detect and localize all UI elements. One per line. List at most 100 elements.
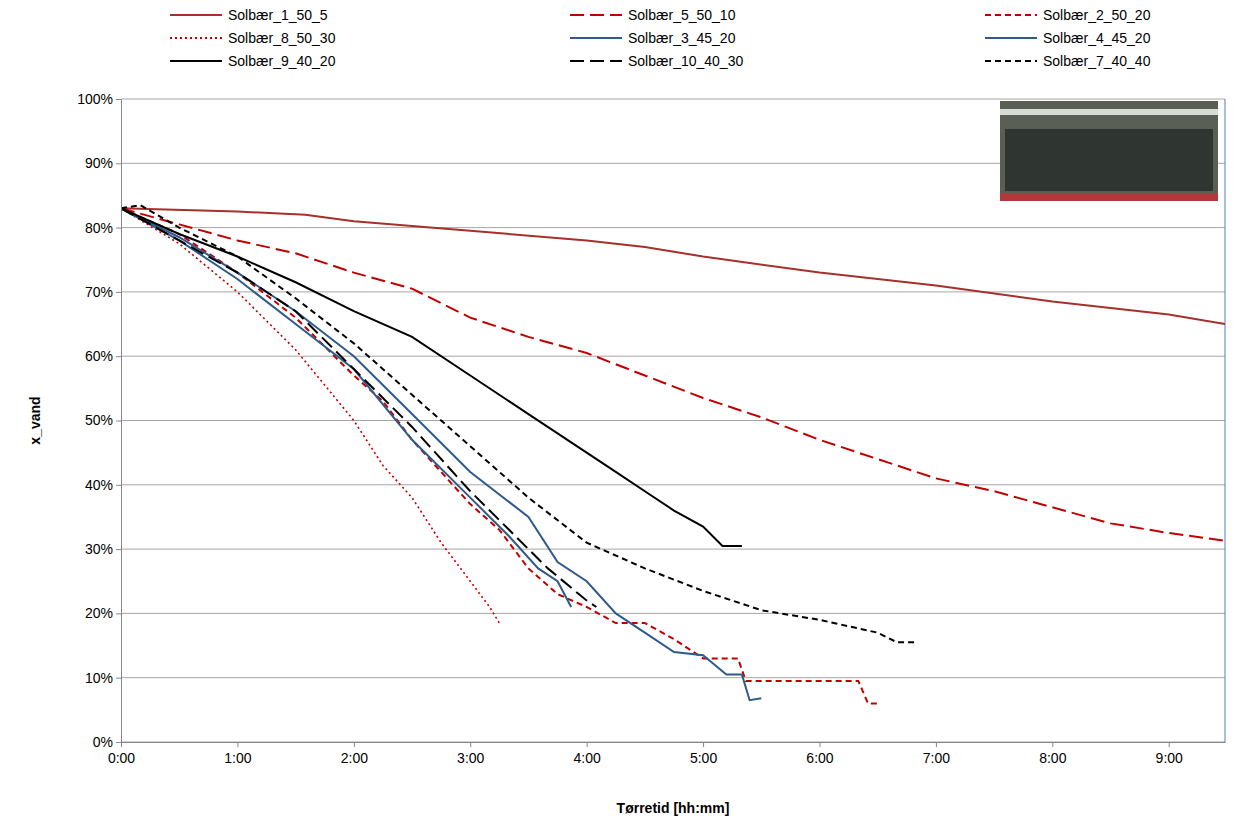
- photo-rail: [1000, 193, 1218, 201]
- tick-label: 6:00: [806, 750, 833, 766]
- tick-mark: [1052, 742, 1053, 747]
- grid-line: [121, 227, 1225, 228]
- grid-line: [121, 613, 1225, 614]
- legend-label: Solbær_4_45_20: [1043, 30, 1151, 46]
- x-tick: 5:00: [690, 742, 717, 766]
- legend: Solbær_1_50_5 Solbær_5_50_10 Solbær_2_50_2…: [170, 7, 1151, 69]
- tick-mark: [116, 742, 121, 743]
- legend-entry: Solbær_3_45_20: [570, 30, 736, 46]
- tick-mark: [116, 549, 121, 550]
- tick-mark: [116, 356, 121, 357]
- y-axis: 0% 10% 20% 30% 40% 50% 60% 70% 80% 90% 100%: [77, 91, 121, 750]
- x-tick: 6:00: [806, 742, 833, 766]
- series-group: [121, 205, 1225, 703]
- photo-inset: [1000, 101, 1218, 201]
- x-tick: 8:00: [1039, 742, 1066, 766]
- legend-swatch: [170, 60, 222, 62]
- legend-swatch: [570, 60, 622, 62]
- y-tick: 0%: [93, 734, 121, 750]
- y-tick: 80%: [85, 220, 121, 236]
- y-tick: 60%: [85, 348, 121, 364]
- chart: 0:00 1:00 2:00 3:00 4:00 5:00 6:00 7:00 8:00 9:00…: [0, 0, 1248, 823]
- y-tick: 100%: [77, 91, 121, 107]
- series-line: [121, 208, 596, 607]
- tick-label: 100%: [77, 91, 113, 107]
- legend-label: Solbær_7_40_40: [1043, 53, 1151, 69]
- legend-entry: Solbær_9_40_20: [170, 53, 336, 69]
- x-tick: 1:00: [224, 742, 251, 766]
- tick-label: 60%: [85, 348, 113, 364]
- legend-label: Solbær_10_40_30: [628, 53, 743, 69]
- tick-label: 10%: [85, 670, 113, 686]
- legend-label: Solbær_2_50_20: [1043, 7, 1151, 23]
- grid-line: [121, 356, 1225, 357]
- series-line: [121, 208, 571, 607]
- y-tick: 70%: [85, 284, 121, 300]
- series-line: [121, 205, 917, 642]
- tick-label: 90%: [85, 155, 113, 171]
- legend-entry: Solbær_5_50_10: [570, 7, 736, 23]
- grid: [121, 99, 1225, 742]
- legend-label: Solbær_1_50_5: [228, 7, 328, 23]
- x-axis-title: Tørretid [hh:mm]: [617, 800, 730, 816]
- tick-mark: [936, 742, 937, 747]
- photo-frame: [1000, 101, 1218, 201]
- tick-mark: [121, 742, 122, 747]
- grid-line: [121, 484, 1225, 485]
- tick-mark: [116, 163, 121, 164]
- tick-label: 9:00: [1156, 750, 1183, 766]
- legend-entry: Solbær_2_50_20: [985, 7, 1151, 23]
- photo-rail: [1000, 109, 1218, 115]
- y-tick: 40%: [85, 477, 121, 493]
- x-tick: 2:00: [341, 742, 368, 766]
- legend-swatch: [170, 14, 222, 16]
- tick-label: 7:00: [923, 750, 950, 766]
- tick-mark: [587, 742, 588, 747]
- tick-mark: [116, 421, 121, 422]
- tick-mark: [116, 678, 121, 679]
- tick-label: 4:00: [574, 750, 601, 766]
- series-line: [121, 208, 1225, 324]
- tick-label: 1:00: [224, 750, 251, 766]
- tick-mark: [116, 292, 121, 293]
- tick-label: 2:00: [341, 750, 368, 766]
- legend-label: Solbær_9_40_20: [228, 53, 336, 69]
- tick-mark: [116, 228, 121, 229]
- tick-label: 3:00: [457, 750, 484, 766]
- tick-label: 80%: [85, 220, 113, 236]
- y-tick: 20%: [85, 605, 121, 621]
- tick-label: 0:00: [108, 750, 135, 766]
- x-axis: 0:00 1:00 2:00 3:00 4:00 5:00 6:00 7:00 8:00 9:00: [108, 742, 1226, 766]
- series-line: [121, 208, 878, 703]
- legend-swatch: [985, 37, 1037, 39]
- tick-mark: [1169, 742, 1170, 747]
- x-tick: 9:00: [1156, 742, 1183, 766]
- tick-mark: [116, 99, 121, 100]
- grid-line: [121, 742, 1225, 743]
- tick-label: 0%: [93, 734, 113, 750]
- series-line: [121, 208, 1225, 540]
- tick-label: 5:00: [690, 750, 717, 766]
- series-line: [121, 208, 499, 623]
- y-tick: 30%: [85, 541, 121, 557]
- grid-line: [121, 420, 1225, 421]
- tick-label: 20%: [85, 605, 113, 621]
- tick-mark: [354, 742, 355, 747]
- legend-swatch: [985, 60, 1037, 62]
- legend-label: Solbær_8_50_30: [228, 30, 336, 46]
- tick-label: 40%: [85, 477, 113, 493]
- tick-mark: [116, 485, 121, 486]
- tick-mark: [237, 742, 238, 747]
- legend-swatch: [570, 14, 622, 16]
- grid-line: [121, 99, 1225, 100]
- tick-mark: [819, 742, 820, 747]
- series-line: [121, 208, 761, 700]
- tick-mark: [470, 742, 471, 747]
- y-tick: 90%: [85, 155, 121, 171]
- axis-line: [122, 742, 1226, 743]
- legend-entry: Solbær_1_50_5: [170, 7, 328, 23]
- x-tick: 3:00: [457, 742, 484, 766]
- tick-label: 50%: [85, 412, 113, 428]
- x-tick: 4:00: [574, 742, 601, 766]
- grid-line: [121, 549, 1225, 550]
